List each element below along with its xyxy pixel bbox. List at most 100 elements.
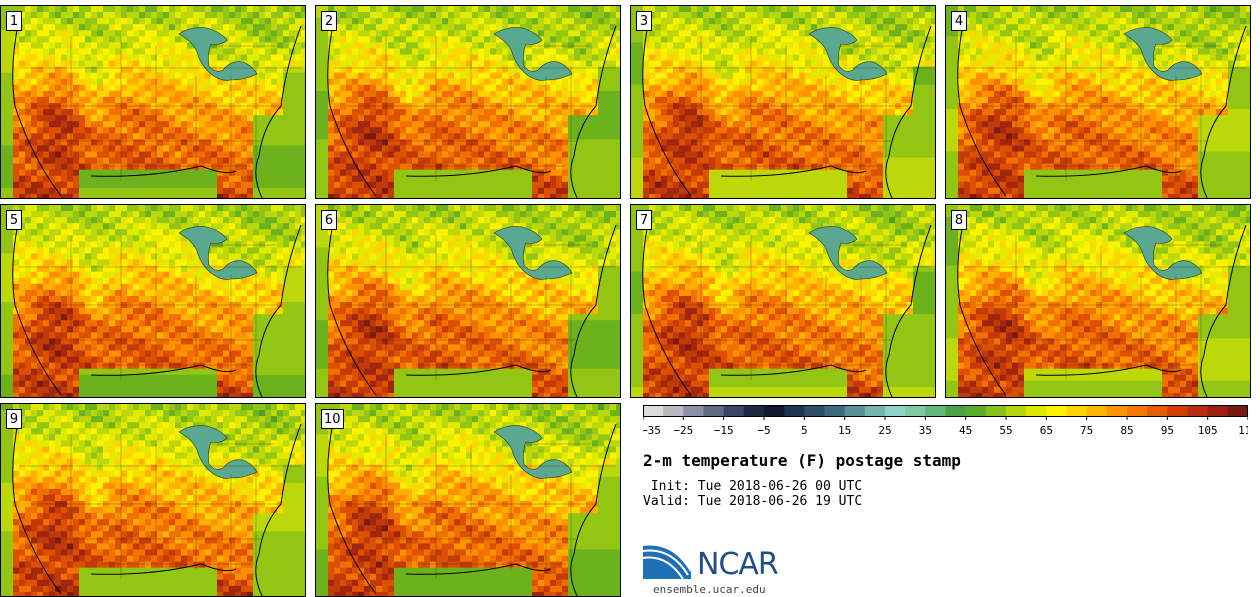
great-lakes — [808, 27, 888, 81]
colorbar-tick-label: −35 — [643, 424, 661, 437]
colorbar-tick-label: −25 — [673, 424, 693, 437]
member-number-label: 6 — [321, 210, 337, 230]
ensemble-member-map-4[interactable]: 4 — [945, 5, 1251, 199]
colorbar-bin — [945, 405, 967, 417]
colorbar-bin — [1066, 405, 1088, 417]
member-number-label: 2 — [321, 11, 337, 31]
colorbar-bin — [1106, 405, 1128, 417]
ensemble-member-map-7[interactable]: 7 — [630, 204, 936, 398]
temperature-field-map — [316, 404, 620, 596]
colorbar-bin — [683, 405, 704, 417]
colorbar-tick-label: 55 — [999, 424, 1012, 437]
temperature-field-map — [631, 6, 935, 198]
temperature-field-map — [316, 6, 620, 198]
state-boundaries — [19, 235, 301, 380]
state-boundaries — [334, 434, 616, 579]
colorbar-bin — [885, 405, 906, 417]
colorbar-bin — [965, 405, 987, 417]
valid-time: Valid: Tue 2018-06-26 19 UTC — [643, 494, 863, 509]
temperature-field-map — [1, 205, 305, 397]
member-number-label: 3 — [636, 11, 652, 31]
coastline — [327, 19, 617, 198]
colorbar-tick-label: 95 — [1161, 424, 1174, 437]
state-boundaries — [964, 235, 1246, 380]
colorbar-bin — [743, 405, 765, 417]
temperature-colorbar: −35 −25 −15 −5 5 15 25 35 45 55 65 75 85 95 105 115 — [643, 405, 1248, 437]
colorbar-bin — [1187, 405, 1209, 417]
coastline — [12, 218, 302, 397]
coastline — [957, 19, 1247, 198]
site-url: ensemble.ucar.edu — [653, 583, 766, 596]
coastline — [12, 417, 302, 596]
ensemble-member-map-8[interactable]: 8 — [945, 204, 1251, 398]
colorbar-tick-label: 35 — [919, 424, 932, 437]
colorbar-bin — [764, 405, 785, 417]
coastline — [327, 218, 617, 397]
colorbar-tick-label: 25 — [878, 424, 891, 437]
ensemble-member-map-9[interactable]: 9 — [0, 403, 306, 597]
colorbar-tick-label: 105 — [1198, 424, 1218, 437]
great-lakes — [493, 425, 573, 479]
colorbar-bin — [784, 405, 805, 417]
colorbar-bin — [703, 405, 725, 417]
great-lakes — [178, 27, 258, 81]
plot-title: 2-m temperature (F) postage stamp — [643, 451, 961, 470]
state-boundaries — [649, 36, 931, 181]
member-number-label: 10 — [321, 409, 344, 429]
colorbar-bin — [643, 405, 664, 417]
ensemble-member-map-5[interactable]: 5 — [0, 204, 306, 398]
colorbar-bin — [1127, 405, 1148, 417]
member-number-label: 5 — [6, 210, 22, 230]
temperature-field-map — [946, 205, 1250, 397]
ensemble-member-map-6[interactable]: 6 — [315, 204, 621, 398]
ensemble-member-map-3[interactable]: 3 — [630, 5, 936, 199]
colorbar-tick-label: 115 — [1238, 424, 1248, 437]
colorbar-tick-label: 75 — [1080, 424, 1093, 437]
member-number-label: 8 — [951, 210, 967, 230]
colorbar-bin — [723, 405, 745, 417]
colorbar-bin — [844, 405, 866, 417]
colorbar-bin — [905, 405, 926, 417]
colorbar-bin — [1147, 405, 1168, 417]
colorbar-tick-label: −15 — [714, 424, 734, 437]
colorbar-bin — [925, 405, 946, 417]
coastline — [957, 218, 1247, 397]
colorbar-bin — [1026, 405, 1047, 417]
state-boundaries — [334, 235, 616, 380]
colorbar-bin — [985, 405, 1007, 417]
colorbar-bin — [1006, 405, 1027, 417]
member-number-label: 9 — [6, 409, 22, 429]
great-lakes — [1123, 27, 1203, 81]
member-number-label: 4 — [951, 11, 967, 31]
colorbar-tick-label: 85 — [1120, 424, 1133, 437]
great-lakes — [493, 226, 573, 280]
init-time: Init: Tue 2018-06-26 00 UTC — [643, 479, 863, 494]
coastline — [642, 19, 932, 198]
great-lakes — [1123, 226, 1203, 280]
state-boundaries — [334, 36, 616, 181]
ensemble-member-map-10[interactable]: 10 — [315, 403, 621, 597]
colorbar-bin — [804, 405, 825, 417]
great-lakes — [808, 226, 888, 280]
ensemble-member-map-2[interactable]: 2 — [315, 5, 621, 199]
colorbar-tick-label: 5 — [801, 424, 808, 437]
temperature-field-map — [1, 404, 305, 596]
temperature-field-map — [316, 205, 620, 397]
state-boundaries — [19, 36, 301, 181]
great-lakes — [493, 27, 573, 81]
colorbar-bin — [1207, 405, 1229, 417]
ensemble-member-map-1[interactable]: 1 — [0, 5, 306, 199]
colorbar-tick-label: −5 — [757, 424, 770, 437]
temperature-field-map — [946, 6, 1250, 198]
member-number-label: 7 — [636, 210, 652, 230]
colorbar-border — [643, 405, 1248, 417]
state-boundaries — [964, 36, 1246, 181]
colorbar-bin — [1227, 405, 1248, 417]
colorbar-bin — [1167, 405, 1188, 417]
coastline — [642, 218, 932, 397]
coastline — [12, 19, 302, 198]
ncar-logo — [643, 543, 692, 580]
coastline — [327, 417, 617, 596]
state-boundaries — [19, 434, 301, 579]
state-boundaries — [649, 235, 931, 380]
